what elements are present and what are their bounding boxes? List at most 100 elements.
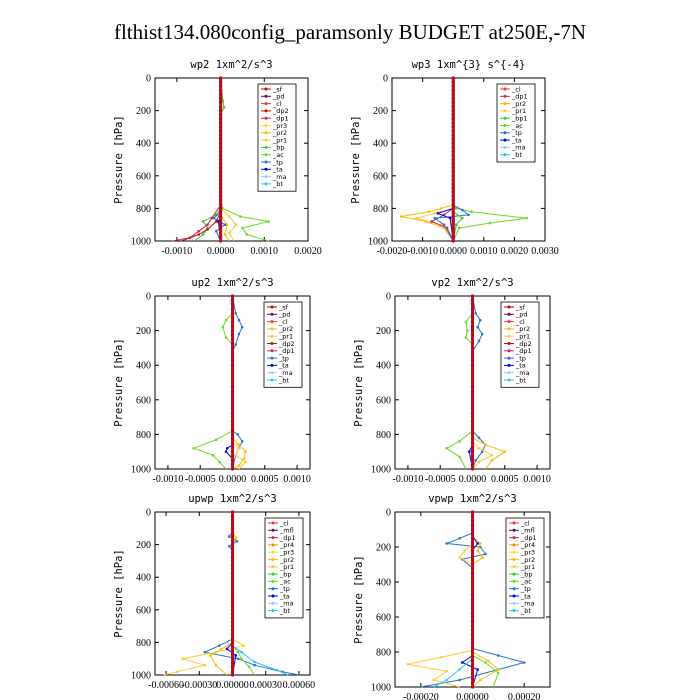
legend-marker	[270, 356, 274, 360]
series-point	[214, 229, 218, 233]
legend-marker	[507, 327, 511, 331]
zero-profile-marker	[451, 96, 455, 100]
plot-panel-vp2: vp2 1xm^2/s^3 Pressure [hPa] 0 200 400 600 800…	[353, 277, 551, 485]
series-point	[222, 106, 226, 109]
legend-marker	[512, 550, 516, 554]
zero-profile-marker	[470, 389, 475, 393]
zero-profile-marker	[230, 359, 235, 363]
x-tick-label: -0.0010	[161, 246, 192, 257]
series-point	[236, 433, 239, 436]
series-point	[490, 453, 494, 457]
zero-profile-marker	[230, 333, 235, 337]
y-tick-label: 200	[376, 326, 391, 337]
y-tick-label: 800	[136, 430, 151, 441]
zero-profile-marker	[470, 363, 475, 367]
zero-profile-marker	[230, 514, 235, 518]
series-point	[175, 670, 179, 674]
series-point	[445, 446, 448, 450]
zero-profile-marker	[218, 170, 223, 174]
legend-marker	[512, 565, 516, 569]
series-point	[234, 654, 238, 657]
series-point	[460, 661, 464, 664]
plot-title: upwp 1xm^2/s^3	[188, 493, 277, 505]
series-point	[214, 220, 218, 223]
zero-profile-marker	[218, 166, 223, 170]
legend-label: _pr2	[515, 325, 530, 333]
series-point	[206, 228, 209, 231]
zero-profile-marker	[470, 402, 475, 406]
x-tick-label: 0.00020	[508, 692, 541, 700]
series-point	[237, 446, 241, 450]
zero-profile-marker	[230, 428, 235, 432]
series-point	[267, 220, 270, 223]
legend-label: _dp1	[279, 534, 296, 542]
legend-label: _mfl	[279, 527, 294, 535]
zero-profile-marker	[470, 646, 475, 650]
legend-label: _pr1	[272, 136, 287, 144]
series-point	[476, 668, 479, 671]
zero-profile-marker	[230, 354, 235, 359]
series-point	[478, 678, 482, 682]
x-tick-label: 0.0020	[501, 246, 529, 257]
series-point	[466, 329, 469, 332]
series-line-pr2	[472, 296, 506, 470]
legend-marker	[264, 116, 268, 120]
legend-marker	[512, 594, 516, 598]
legend-marker	[512, 543, 516, 547]
legend-box	[496, 83, 536, 163]
zero-profile-marker	[470, 298, 475, 302]
zero-profile-marker	[218, 137, 223, 141]
zero-profile-marker	[230, 294, 235, 298]
series-point	[240, 650, 243, 654]
zero-profile-marker	[470, 549, 475, 553]
zero-profile-marker	[230, 628, 235, 632]
series-point	[238, 215, 242, 218]
series-point	[497, 654, 500, 657]
y-tick-label: 800	[376, 648, 391, 659]
legend-marker	[271, 528, 275, 532]
zero-profile-marker	[230, 575, 235, 579]
zero-profile-marker	[218, 88, 223, 92]
series-point	[432, 678, 436, 682]
series-point	[234, 453, 238, 457]
legend-label: _cl	[515, 318, 525, 326]
series-point	[221, 207, 225, 210]
legend-marker	[270, 371, 274, 375]
zero-profile-marker	[230, 587, 235, 592]
series-point	[484, 661, 487, 664]
y-axis-label: Pressure [hPa]	[353, 555, 365, 644]
zero-profile-marker	[470, 676, 475, 680]
series-point	[253, 663, 256, 667]
zero-profile-marker	[470, 454, 475, 458]
series-line-bt	[433, 512, 473, 688]
zero-profile-marker	[230, 380, 235, 385]
legend-marker	[264, 138, 268, 142]
legend-label: _ta	[511, 136, 522, 144]
zero-profile-marker	[470, 519, 475, 523]
zero-profile-marker	[470, 415, 475, 419]
series-point	[221, 325, 225, 329]
zero-profile-marker	[470, 333, 475, 337]
series-point	[227, 535, 231, 538]
legend-label: _dp1	[272, 115, 289, 123]
zero-profile-marker	[230, 669, 235, 673]
series-point	[206, 223, 209, 226]
y-axis-label: Pressure [hPa]	[350, 115, 362, 204]
zero-profile-marker	[451, 186, 455, 190]
legend-marker	[271, 550, 275, 554]
zero-profile-marker	[451, 206, 455, 210]
legend-label: _bt	[520, 607, 531, 615]
series-point	[458, 668, 461, 671]
legend-label: _bp	[520, 570, 533, 578]
zero-profile-marker	[470, 294, 475, 298]
legend-marker	[507, 378, 511, 382]
x-tick-label: 0.0005	[491, 474, 519, 485]
zero-profile-marker	[451, 121, 455, 125]
zero-profile-marker	[218, 194, 223, 198]
series-point	[464, 320, 468, 324]
legend-marker	[507, 342, 511, 345]
legend-label: _dp2	[515, 340, 532, 348]
page-title: flthist134.080config_paramsonly BUDGET a…	[113, 20, 587, 44]
legend: _cl_dp1_pr2_pr1_bp1_ac_tp_ta_ma_bt	[496, 83, 536, 163]
y-tick-label: 800	[376, 430, 391, 441]
